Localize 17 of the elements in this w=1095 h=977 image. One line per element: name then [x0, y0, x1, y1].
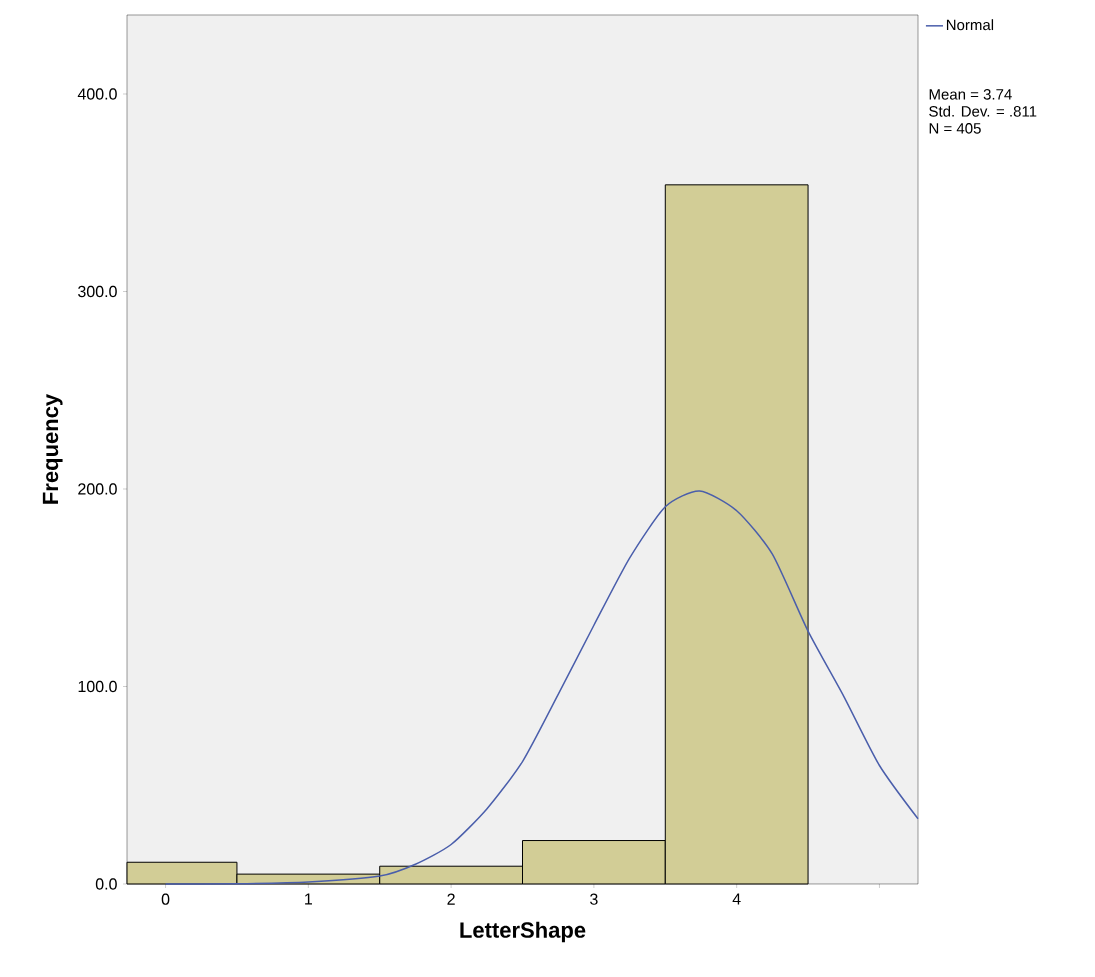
y-tick-label: 300.0	[78, 285, 117, 298]
y-tick-label: 200.0	[78, 483, 117, 495]
legend-label: Normal	[946, 19, 994, 31]
text: Std. Dev. = .811	[929, 105, 1037, 117]
line-series	[164, 490, 919, 885]
x-tick-label: 0	[161, 893, 170, 905]
y-tick-label: 400.0	[77, 88, 117, 100]
x-tick-label: 1	[305, 893, 312, 905]
y-tick-label: 100.0	[78, 680, 117, 693]
text: N = 405	[929, 123, 981, 134]
x-axis-title: LetterShape	[460, 921, 586, 943]
x-tick-label: 4	[732, 893, 741, 905]
y-axis-title: Frequency	[42, 393, 63, 504]
y-tick-label: 0.0	[95, 878, 117, 890]
x-tick-label: 3	[590, 893, 598, 905]
x-tick-label: 2	[447, 893, 455, 905]
text: Mean = 3.74	[929, 89, 1012, 100]
